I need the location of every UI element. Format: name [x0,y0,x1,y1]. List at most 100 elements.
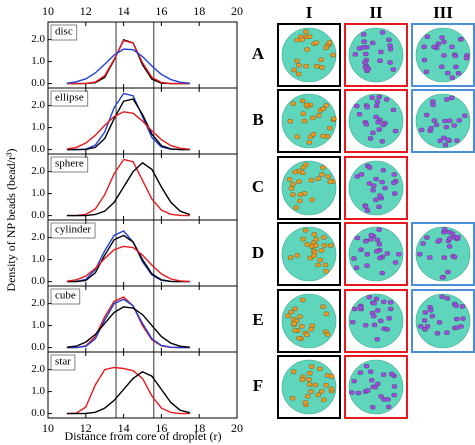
nanoparticle [308,389,314,394]
nanoparticle [319,172,325,177]
droplet [281,293,337,349]
panel-label-box [50,24,78,41]
nanoparticle [391,172,397,177]
nanoparticle [350,319,356,325]
nanoparticle [388,300,394,305]
nanoparticle [446,244,453,249]
nanoparticle [364,208,371,213]
data-line [66,92,190,151]
nanoparticle [297,198,303,204]
nanoparticle [307,371,313,376]
nanoparticle [299,377,305,382]
nanoparticle [373,176,379,182]
nanoparticle [328,386,335,392]
nanoparticle [293,205,299,210]
nanoparticle [368,237,374,242]
nanoparticle [360,45,366,50]
nanoparticle [287,119,293,124]
nanoparticle [308,327,314,332]
nanoparticle [441,255,447,260]
nanoparticle [315,176,321,181]
nanoparticle [363,239,369,244]
nanoparticle [441,39,447,45]
nanoparticle [370,40,376,46]
nanoparticle [420,241,426,246]
nanoparticle [453,303,459,308]
nanoparticle [454,316,460,322]
nanoparticle [371,183,377,188]
nanoparticle [372,385,378,390]
nanoparticle [422,310,428,315]
nanoparticle [456,118,462,123]
nanoparticle [361,39,367,44]
nanoparticle [304,242,310,247]
nanoparticle [328,243,334,248]
nanoparticle [459,304,466,309]
nanoparticle [327,125,333,131]
nanoparticle [286,177,293,182]
panel-label-box [50,288,81,305]
nanoparticle [309,197,315,202]
row-label: F [253,376,263,395]
nanoparticle [361,32,367,37]
nanoparticle [299,297,306,303]
nanoparticle [375,308,381,313]
nanoparticle [449,75,455,80]
y-tick-label: 0.0 [31,275,45,287]
nanoparticle [417,252,423,257]
nanoparticle [366,181,373,186]
nanoparticle [301,118,308,124]
nanoparticle [441,53,447,58]
nanoparticle [319,65,325,70]
y-tick-label: 0.0 [31,143,45,155]
x-axis-label: Distance from core of droplet (r) [65,429,222,443]
nanoparticle [430,102,436,108]
nanoparticle [392,191,398,196]
data-line [66,111,190,150]
nanoparticle [379,270,385,276]
nanoparticle [310,132,317,137]
nanoparticle [429,314,435,319]
data-line [66,370,190,415]
nanoparticle [363,51,369,57]
droplet [415,226,471,282]
nanoparticle [431,44,437,50]
nanoparticle [315,392,322,398]
nanoparticle [377,58,383,63]
nanoparticle [316,113,322,118]
data-line [66,39,190,85]
nanoparticle [319,248,325,253]
droplet [281,226,337,282]
nanoparticle [288,186,295,191]
x-tick-label-top: 10 [42,4,54,18]
nanoparticle [386,37,392,43]
nanoparticle [367,136,374,141]
nanoparticle [445,137,451,142]
nanoparticle [297,192,304,197]
nanoparticle [444,330,450,335]
nanoparticle [375,120,381,125]
nanoparticle [358,172,365,177]
nanoparticle [449,95,455,101]
nanoparticle [391,392,397,398]
nanoparticle [321,243,328,248]
nanoparticle [436,320,443,325]
nanoparticle [382,185,388,191]
nanoparticle [371,314,377,319]
x-tick-label-top: 14 [118,4,130,18]
nanoparticle [376,242,383,247]
nanoparticle [313,40,320,45]
nanoparticle [294,253,300,258]
nanoparticle [363,122,370,127]
nanoparticle [318,57,324,62]
nanoparticle [305,394,311,399]
nanoparticle [451,255,458,260]
nanoparticle [308,178,315,183]
nanoparticle [325,174,331,179]
y-tick-label: 1.0 [31,253,45,265]
nanoparticle [437,138,443,144]
nanoparticle [358,247,364,252]
x-tick-label-top: 20 [231,4,243,18]
nanoparticle [384,251,390,256]
nanoparticle [364,105,370,110]
